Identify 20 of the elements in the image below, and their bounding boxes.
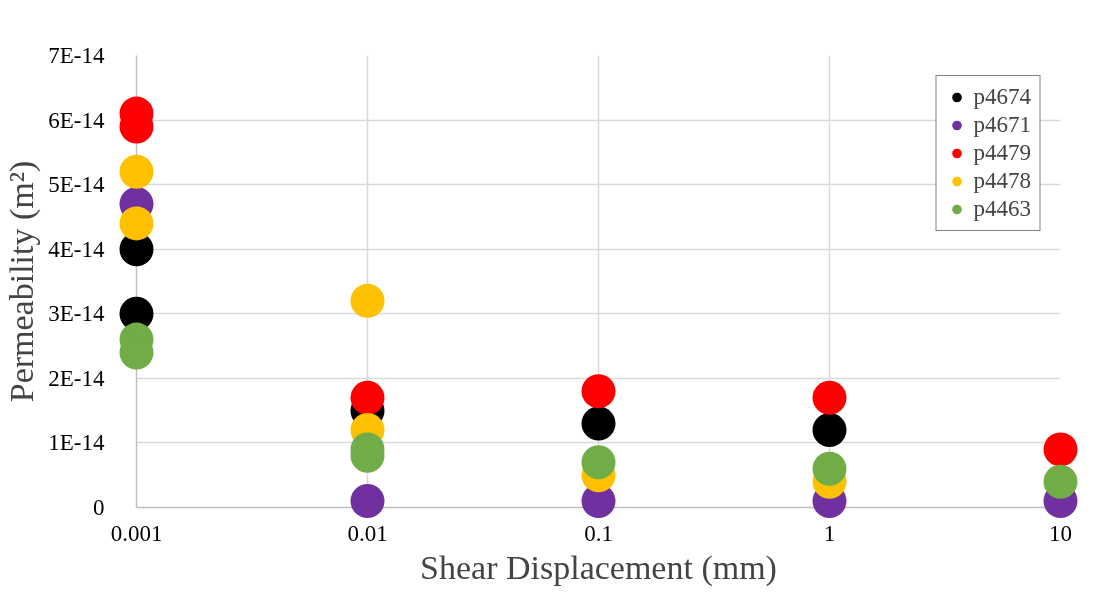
y-tick-label: 3E-14 <box>48 301 105 327</box>
y-tick-label: 1E-14 <box>48 430 105 456</box>
legend-label: p4463 <box>973 196 1031 222</box>
x-tick-label: 0.01 <box>347 520 388 546</box>
y-tick-label: 0 <box>93 495 105 520</box>
x-tick-label: 1 <box>823 520 836 546</box>
legend-label: p4671 <box>973 112 1031 138</box>
y-tick-label: 2E-14 <box>48 365 105 391</box>
y-tick-label: 5E-14 <box>48 172 105 198</box>
x-axis-title: Shear Displacement (mm) <box>420 548 777 587</box>
y-tick-label: 4E-14 <box>48 236 105 262</box>
x-tick-label: 0.001 <box>110 520 163 546</box>
legend-label: p4479 <box>973 140 1031 166</box>
legend-label: p4674 <box>973 84 1031 110</box>
y-tick-label: 6E-14 <box>48 107 105 133</box>
legend-label: p4478 <box>973 168 1031 194</box>
y-tick-label: 7E-14 <box>48 43 105 68</box>
x-tick-label: 10 <box>1049 520 1072 546</box>
x-tick-label: 0.1 <box>584 520 613 546</box>
y-axis-title: Permeability (m²) <box>3 160 42 403</box>
